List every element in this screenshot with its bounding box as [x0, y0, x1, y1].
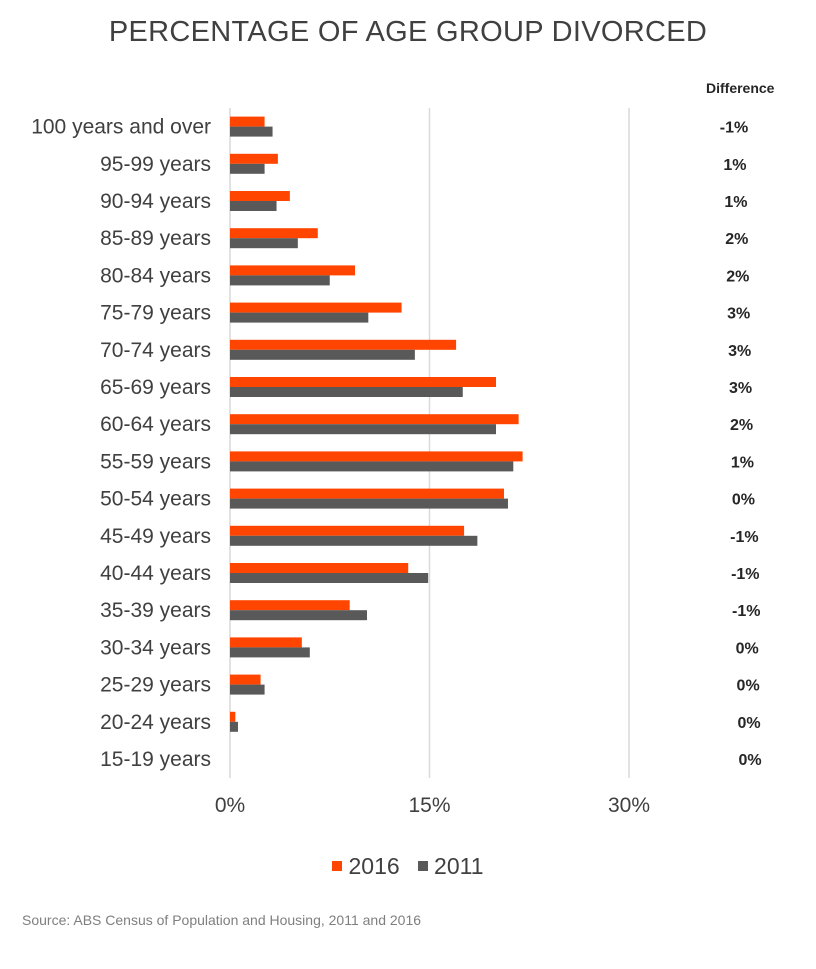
category-label: 85-89 years [100, 227, 211, 250]
difference-value: 2% [725, 231, 748, 248]
category-label: 75-79 years [100, 302, 211, 325]
category-label: 55-59 years [100, 450, 211, 473]
bar-2016 [230, 153, 278, 164]
category-label: 70-74 years [100, 339, 211, 362]
bar-2011 [230, 647, 310, 658]
legend-label-2011: 2011 [434, 852, 484, 879]
difference-value: -1% [731, 566, 759, 583]
category-label: 100 years and over [31, 116, 211, 139]
category-label: 65-69 years [100, 376, 211, 399]
bar-2011 [230, 349, 415, 360]
category-label: 40-44 years [100, 562, 211, 585]
difference-value: 0% [732, 492, 755, 509]
category-label: 60-64 years [100, 413, 211, 436]
legend-item-2016: 2016 [332, 852, 400, 880]
bar-2016 [230, 265, 356, 276]
bar-2016 [230, 377, 496, 387]
category-label: 80-84 years [100, 264, 211, 287]
source-note: Source: ABS Census of Population and Hou… [22, 912, 422, 928]
difference-value: 3% [728, 343, 751, 360]
category-label: 45-49 years [100, 525, 211, 548]
bar-2011 [230, 573, 429, 583]
category-label: 20-24 years [100, 711, 211, 734]
bar-2011 [230, 312, 369, 323]
difference-value: -1% [720, 120, 748, 137]
bar-2016 [230, 637, 302, 648]
category-label: 25-29 years [100, 674, 211, 697]
bar-2011 [230, 238, 298, 249]
bar-2016 [230, 711, 236, 722]
bar-2011 [230, 126, 273, 137]
bar-2011 [230, 721, 238, 732]
x-tick-label: 0% [215, 794, 245, 817]
difference-value: -1% [732, 603, 760, 620]
difference-value: 3% [729, 380, 752, 397]
category-label: 30-34 years [100, 636, 211, 659]
bar-2016 [230, 451, 523, 462]
difference-value: 2% [730, 417, 753, 434]
bar-2016 [230, 116, 265, 127]
difference-value: 1% [731, 454, 754, 471]
legend-swatch-2011 [418, 861, 429, 871]
bar-2016 [230, 600, 350, 611]
bar-2016 [230, 414, 519, 425]
category-label: 15-19 years [100, 748, 211, 771]
x-tick-label: 15% [408, 794, 450, 817]
bar-2016 [230, 339, 457, 350]
bar-2016 [230, 191, 290, 201]
legend-item-2011: 2011 [418, 852, 484, 880]
difference-value: 3% [727, 306, 750, 323]
bar-2016 [230, 228, 318, 239]
difference-value: 0% [737, 678, 760, 695]
difference-value: -1% [730, 529, 758, 546]
bar-2016 [230, 563, 409, 573]
difference-header: Difference [706, 80, 775, 96]
difference-value: 0% [737, 715, 760, 732]
bar-2011 [230, 498, 508, 509]
bar-2011 [230, 201, 277, 211]
bar-2016 [230, 488, 504, 499]
bar-2011 [230, 461, 514, 472]
bar-2016 [230, 674, 261, 685]
difference-value: 2% [726, 268, 749, 285]
bar-2011 [230, 163, 265, 174]
legend-label-2016: 2016 [348, 852, 400, 879]
difference-value: 1% [724, 194, 747, 211]
bar-2011 [230, 424, 496, 435]
legend: 2016 2011 [0, 850, 816, 880]
x-tick-label: 30% [608, 794, 650, 817]
bar-2011 [230, 275, 330, 286]
difference-value: 0% [736, 640, 759, 657]
difference-value: 1% [723, 157, 746, 174]
bar-2011 [230, 610, 367, 621]
chart-title: PERCENTAGE OF AGE GROUP DIVORCED [108, 16, 708, 48]
category-label: 35-39 years [100, 599, 211, 622]
legend-swatch-2016 [332, 861, 343, 871]
difference-value: 0% [738, 752, 761, 769]
category-label: 90-94 years [100, 190, 211, 213]
bar-2011 [230, 684, 265, 695]
category-label: 50-54 years [100, 488, 211, 511]
bar-2016 [230, 525, 465, 536]
category-label: 95-99 years [100, 153, 211, 176]
bar-2016 [230, 302, 402, 313]
bar-2011 [230, 387, 463, 397]
bar-2011 [230, 535, 478, 546]
